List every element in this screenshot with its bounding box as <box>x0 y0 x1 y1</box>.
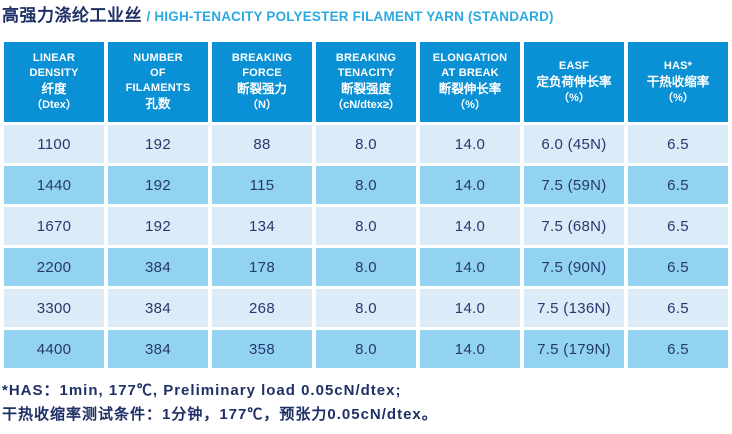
cell-elongation: 14.0 <box>420 166 520 204</box>
table-row: 1100 192 88 8.0 14.0 6.0 (45N) 6.5 <box>4 125 728 163</box>
cell-linear-density: 1100 <box>4 125 104 163</box>
spec-table-body: 1100 192 88 8.0 14.0 6.0 (45N) 6.5 1440 … <box>4 125 728 368</box>
cell-breaking-tenacity: 8.0 <box>316 125 416 163</box>
table-row: 1670 192 134 8.0 14.0 7.5 (68N) 6.5 <box>4 207 728 245</box>
cell-linear-density: 4400 <box>4 330 104 368</box>
cell-breaking-tenacity: 8.0 <box>316 166 416 204</box>
cell-elongation: 14.0 <box>420 289 520 327</box>
cell-filaments: 192 <box>108 166 208 204</box>
table-row: 2200 384 178 8.0 14.0 7.5 (90N) 6.5 <box>4 248 728 286</box>
cell-filaments: 384 <box>108 330 208 368</box>
table-row: 3300 384 268 8.0 14.0 7.5 (136N) 6.5 <box>4 289 728 327</box>
cell-breaking-force: 358 <box>212 330 312 368</box>
col-header-has: HAS* 干热收缩率 （%） <box>628 42 728 122</box>
page-title-chinese: 高强力涤纶工业丝 <box>2 6 142 25</box>
cell-easf: 7.5 (90N) <box>524 248 624 286</box>
cell-has: 6.5 <box>628 125 728 163</box>
cell-filaments: 384 <box>108 248 208 286</box>
cell-easf: 7.5 (179N) <box>524 330 624 368</box>
cell-breaking-tenacity: 8.0 <box>316 330 416 368</box>
cell-easf: 7.5 (136N) <box>524 289 624 327</box>
page-title: 高强力涤纶工业丝 / HIGH-TENACITY POLYESTER FILAM… <box>0 0 732 34</box>
col-header-easf: EASF 定负荷伸长率 （%） <box>524 42 624 122</box>
cell-breaking-force: 134 <box>212 207 312 245</box>
spec-table: LINEAR DENSITY 纤度 （Dtex） NUMBER OF FILAM… <box>0 39 732 371</box>
cell-breaking-tenacity: 8.0 <box>316 207 416 245</box>
cell-easf: 7.5 (59N) <box>524 166 624 204</box>
col-header-linear-density: LINEAR DENSITY 纤度 （Dtex） <box>4 42 104 122</box>
cell-easf: 6.0 (45N) <box>524 125 624 163</box>
cell-linear-density: 2200 <box>4 248 104 286</box>
cell-has: 6.5 <box>628 248 728 286</box>
cell-elongation: 14.0 <box>420 330 520 368</box>
cell-linear-density: 1440 <box>4 166 104 204</box>
footnotes: *HAS：1min, 177℃, Preliminary load 0.05cN… <box>0 371 732 427</box>
cell-has: 6.5 <box>628 166 728 204</box>
col-header-elongation-at-break: ELONGATION AT BREAK 断裂伸长率 （%） <box>420 42 520 122</box>
cell-breaking-tenacity: 8.0 <box>316 289 416 327</box>
cell-elongation: 14.0 <box>420 125 520 163</box>
cell-has: 6.5 <box>628 330 728 368</box>
cell-filaments: 384 <box>108 289 208 327</box>
cell-elongation: 14.0 <box>420 248 520 286</box>
footnote-english: *HAS：1min, 177℃, Preliminary load 0.05cN… <box>2 382 402 399</box>
col-header-breaking-force: BREAKING FORCE 断裂强力 （N） <box>212 42 312 122</box>
cell-filaments: 192 <box>108 125 208 163</box>
cell-elongation: 14.0 <box>420 207 520 245</box>
cell-breaking-force: 88 <box>212 125 312 163</box>
cell-breaking-force: 268 <box>212 289 312 327</box>
table-row: 4400 384 358 8.0 14.0 7.5 (179N) 6.5 <box>4 330 728 368</box>
cell-breaking-force: 115 <box>212 166 312 204</box>
page-title-english: / HIGH-TENACITY POLYESTER FILAMENT YARN … <box>146 9 554 24</box>
col-header-breaking-tenacity: BREAKING TENACITY 断裂强度 （cN/dtex≥） <box>316 42 416 122</box>
cell-easf: 7.5 (68N) <box>524 207 624 245</box>
cell-filaments: 192 <box>108 207 208 245</box>
header-row: LINEAR DENSITY 纤度 （Dtex） NUMBER OF FILAM… <box>4 42 728 122</box>
cell-breaking-tenacity: 8.0 <box>316 248 416 286</box>
spec-table-header: LINEAR DENSITY 纤度 （Dtex） NUMBER OF FILAM… <box>4 42 728 122</box>
cell-has: 6.5 <box>628 289 728 327</box>
cell-breaking-force: 178 <box>212 248 312 286</box>
col-header-number-of-filaments: NUMBER OF FILAMENTS 孔数 <box>108 42 208 122</box>
cell-has: 6.5 <box>628 207 728 245</box>
cell-linear-density: 1670 <box>4 207 104 245</box>
cell-linear-density: 3300 <box>4 289 104 327</box>
footnote-chinese: 干热收缩率测试条件：1分钟，177℃，预张力0.05cN/dtex。 <box>2 406 438 423</box>
table-row: 1440 192 115 8.0 14.0 7.5 (59N) 6.5 <box>4 166 728 204</box>
